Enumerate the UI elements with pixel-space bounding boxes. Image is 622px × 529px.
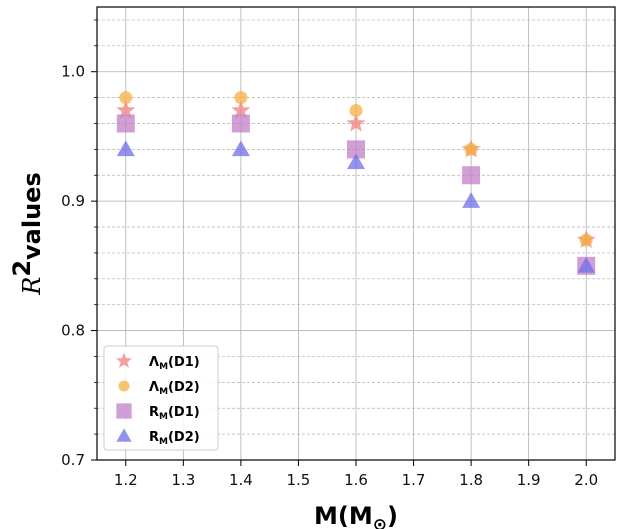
data-point-triangle	[577, 256, 596, 273]
data-point-square	[231, 114, 250, 133]
x-axis-label: M(M⊙)	[314, 502, 398, 529]
data-points	[116, 91, 596, 275]
data-point-star	[346, 113, 366, 132]
data-point-star	[231, 100, 251, 119]
x-tick-label: 1.5	[287, 471, 311, 489]
legend-marker-triangle	[116, 428, 132, 442]
legend-label: RM(D2)	[149, 430, 200, 447]
data-point-square	[462, 166, 481, 185]
legend-label: RM(D1)	[149, 405, 200, 422]
x-tick-label: 1.6	[344, 471, 368, 489]
x-tick-label: 2.0	[574, 471, 598, 489]
x-tick-label: 1.3	[171, 471, 195, 489]
axis-ticks: 1.2 1.3 1.4 1.5 1.6 1.7 1.8 1.9 2.0 0.7 0.8 0.9 1.0	[61, 19, 598, 489]
legend-marker-star	[115, 352, 133, 368]
data-point-square	[347, 140, 365, 159]
y-tick-label: 1.0	[61, 63, 85, 81]
legend-box	[103, 345, 219, 451]
legend-marker-square	[116, 403, 132, 419]
data-point-circle	[579, 233, 593, 247]
data-point-star	[116, 100, 136, 119]
x-tick-label: 1.9	[517, 471, 541, 489]
x-tick-label: 1.2	[114, 471, 138, 489]
y-tick-label: 0.7	[61, 451, 85, 469]
data-point-triangle	[347, 153, 365, 170]
x-tick-label: 1.4	[229, 471, 253, 489]
x-tick-label: 1.8	[459, 471, 483, 489]
data-point-square	[116, 114, 135, 133]
data-point-circle	[349, 104, 363, 118]
data-point-triangle	[462, 192, 481, 208]
legend-label: ΛM(D1)	[149, 355, 200, 372]
data-point-circle	[119, 91, 133, 105]
y-tick-label: 0.9	[61, 192, 85, 210]
y-axis-label: R2values	[8, 172, 46, 296]
data-point-triangle	[116, 140, 135, 157]
data-point-circle	[464, 142, 478, 156]
data-point-triangle	[231, 140, 250, 157]
legend-label: ΛM(D2)	[149, 380, 200, 397]
legend-marker-circle	[118, 380, 130, 392]
legend: ΛM(D1) ΛM(D2) RM(D1) RM(D2)	[103, 345, 219, 451]
y-tick-label: 0.8	[61, 322, 85, 340]
x-tick-label: 1.7	[402, 471, 426, 489]
data-point-circle	[234, 91, 248, 105]
